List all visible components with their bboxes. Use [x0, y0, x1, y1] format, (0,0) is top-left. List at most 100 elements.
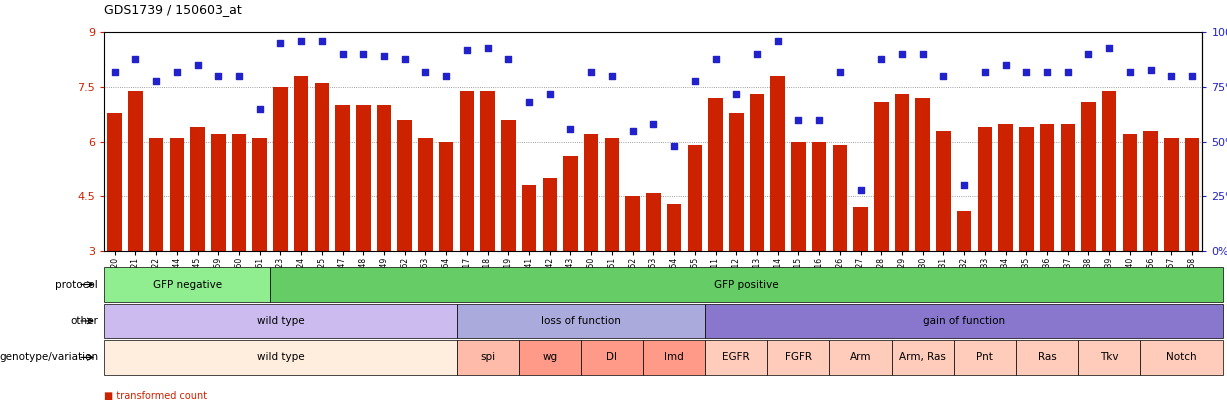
- Bar: [108, 113, 121, 251]
- Text: Dl: Dl: [606, 352, 617, 362]
- Text: ■ transformed count: ■ transformed count: [104, 391, 207, 401]
- Point: [395, 55, 415, 62]
- Point: [498, 55, 518, 62]
- Bar: [128, 91, 142, 251]
- Point: [1183, 73, 1202, 79]
- Text: wg: wg: [542, 352, 557, 362]
- Bar: [480, 91, 494, 251]
- Bar: [274, 87, 287, 251]
- Point: [829, 68, 849, 75]
- Text: Pnt: Pnt: [977, 352, 994, 362]
- Point: [229, 73, 249, 79]
- Bar: [643, 340, 706, 375]
- Bar: [418, 138, 433, 251]
- Point: [643, 121, 663, 128]
- Bar: [148, 138, 163, 251]
- Point: [125, 55, 145, 62]
- Text: wild type: wild type: [256, 316, 304, 326]
- Bar: [377, 105, 391, 251]
- Point: [726, 90, 746, 97]
- Bar: [519, 340, 580, 375]
- Point: [1016, 68, 1036, 75]
- Bar: [978, 127, 993, 251]
- Bar: [294, 76, 308, 251]
- Bar: [456, 304, 706, 338]
- Point: [333, 51, 352, 58]
- Text: gain of function: gain of function: [923, 316, 1005, 326]
- Point: [747, 51, 767, 58]
- Point: [1162, 73, 1182, 79]
- Bar: [1123, 134, 1137, 251]
- Text: loss of function: loss of function: [541, 316, 621, 326]
- Bar: [580, 340, 643, 375]
- Bar: [833, 145, 847, 251]
- Text: Ras: Ras: [1038, 352, 1056, 362]
- Bar: [169, 138, 184, 251]
- Point: [312, 38, 331, 45]
- Bar: [605, 138, 620, 251]
- Bar: [1081, 102, 1096, 251]
- Point: [810, 117, 829, 123]
- Bar: [521, 185, 536, 251]
- Point: [1120, 68, 1140, 75]
- Bar: [501, 120, 515, 251]
- Point: [768, 38, 788, 45]
- Bar: [767, 340, 829, 375]
- Bar: [439, 142, 454, 251]
- Bar: [666, 204, 681, 251]
- Bar: [232, 134, 247, 251]
- Bar: [1164, 138, 1179, 251]
- Bar: [1185, 138, 1199, 251]
- Bar: [563, 156, 578, 251]
- Point: [477, 45, 497, 51]
- Bar: [1060, 124, 1075, 251]
- Text: GFP positive: GFP positive: [714, 279, 779, 290]
- Point: [871, 55, 891, 62]
- Bar: [253, 138, 267, 251]
- Text: protocol: protocol: [55, 279, 98, 290]
- Text: other: other: [70, 316, 98, 326]
- Point: [913, 51, 933, 58]
- Bar: [687, 145, 702, 251]
- Text: Arm, Ras: Arm, Ras: [899, 352, 946, 362]
- Bar: [1016, 340, 1079, 375]
- Bar: [584, 134, 599, 251]
- Bar: [706, 304, 1223, 338]
- Point: [1037, 68, 1056, 75]
- Bar: [812, 142, 827, 251]
- Bar: [829, 340, 892, 375]
- Bar: [398, 120, 412, 251]
- Bar: [1102, 91, 1117, 251]
- Point: [146, 77, 166, 84]
- Bar: [647, 193, 660, 251]
- Bar: [771, 76, 785, 251]
- Point: [996, 62, 1016, 68]
- Point: [250, 106, 270, 112]
- Bar: [104, 267, 270, 302]
- Text: genotype/variation: genotype/variation: [0, 352, 98, 362]
- Text: EGFR: EGFR: [723, 352, 750, 362]
- Bar: [335, 105, 350, 251]
- Bar: [211, 134, 226, 251]
- Bar: [953, 340, 1016, 375]
- Point: [416, 68, 436, 75]
- Bar: [542, 178, 557, 251]
- Bar: [936, 131, 951, 251]
- Point: [623, 128, 643, 134]
- Bar: [104, 340, 456, 375]
- Text: Imd: Imd: [664, 352, 683, 362]
- Point: [519, 99, 539, 106]
- Point: [209, 73, 228, 79]
- Point: [540, 90, 560, 97]
- Bar: [1144, 131, 1158, 251]
- Point: [664, 143, 683, 149]
- Point: [582, 68, 601, 75]
- Point: [437, 73, 456, 79]
- Point: [975, 68, 995, 75]
- Point: [374, 53, 394, 60]
- Bar: [892, 340, 953, 375]
- Bar: [706, 340, 767, 375]
- Bar: [314, 83, 329, 251]
- Point: [458, 47, 477, 53]
- Bar: [874, 102, 888, 251]
